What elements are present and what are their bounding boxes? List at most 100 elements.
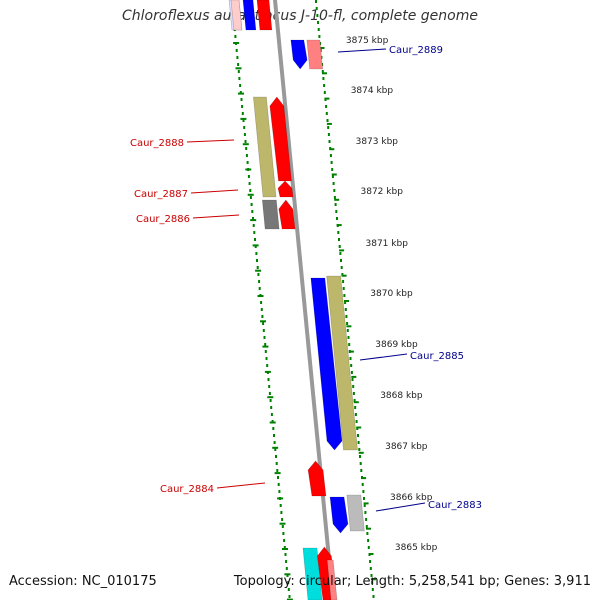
gene-label: Caur_2884 [160, 484, 214, 495]
inner-ruler-dot [275, 455, 277, 458]
caur-2889-partner [306, 39, 324, 70]
scale-label: 3869 kbp [375, 340, 418, 350]
gene-labels: Caur_2889 Caur_2888 Caur_2887 Caur_2886 Caur… [130, 45, 482, 512]
inner-ruler-dot [253, 231, 256, 234]
outer-ruler-dot [329, 154, 332, 157]
outer-ruler-dot [338, 238, 340, 241]
outer-tick [363, 502, 369, 505]
inner-ruler-dot [281, 525, 284, 528]
inner-ruler-dot [260, 301, 263, 304]
inner-ruler-dot [286, 574, 289, 577]
inner-tick [252, 244, 259, 247]
outer-tick [322, 72, 327, 75]
outer-ruler-dot [345, 315, 348, 318]
outer-ruler-dot [372, 595, 375, 598]
scale-label: 3874 kbp [351, 86, 394, 96]
outer-tick [336, 224, 342, 227]
outer-ruler-dot [334, 203, 337, 206]
caur-2888-khaki [253, 96, 277, 198]
inner-ruler-dot [284, 553, 287, 556]
caur-2884-feature [307, 460, 327, 497]
gene-label: Caur_2883 [428, 500, 482, 511]
outer-ruler-dot [346, 322, 349, 325]
inner-ruler-dot [268, 385, 271, 388]
outer-tick [331, 173, 337, 176]
outer-ruler-dot [355, 420, 358, 423]
gene-leader-line [192, 214, 240, 219]
outer-ruler-dot [323, 84, 326, 87]
outer-tick [358, 451, 364, 454]
outer-tick [324, 97, 330, 100]
accession-text: Accession: NC_010175 [9, 574, 157, 589]
outer-ruler-dot [328, 140, 331, 143]
gene-leader-line [359, 353, 408, 361]
caur-2885-khaki [326, 275, 358, 451]
outer-ruler-dot [325, 112, 328, 115]
outer-ruler-dot [348, 343, 351, 346]
backbone [273, 0, 335, 600]
inner-ruler-dot [258, 287, 261, 290]
outer-ruler-dot [326, 119, 329, 122]
inner-ruler-dot [248, 182, 251, 185]
inner-tick [260, 320, 266, 323]
inner-ruler-dot [245, 147, 248, 150]
outer-ruler-dot [359, 462, 362, 465]
inner-ruler-dot [250, 203, 253, 206]
outer-tick [370, 578, 376, 581]
inner-ruler-dot [287, 581, 290, 584]
inner-ruler-dot [251, 210, 254, 213]
inner-ruler-dot [263, 336, 266, 339]
outer-ruler-dot [364, 511, 367, 514]
inner-ruler-dot [238, 77, 241, 80]
outer-ruler-dot [350, 371, 353, 374]
scale-label: 3870 kbp [370, 289, 413, 299]
inner-ruler-dot [283, 546, 286, 549]
forward-cds-top [256, 0, 273, 31]
scale-labels: 3875 kbp 3874 kbp 3873 kbp 3872 kbp 3871 kbp… [346, 36, 438, 553]
inner-ruler-dot [274, 448, 277, 451]
caur-2883-partner [346, 494, 365, 532]
outer-ruler-dot [341, 273, 344, 276]
inner-tick [238, 92, 244, 95]
inner-tick [250, 219, 257, 222]
outer-ruler-dot [350, 364, 353, 367]
inner-tick [235, 67, 242, 70]
outer-ruler-dot [349, 357, 352, 360]
caur-2887-feature [277, 180, 294, 198]
inner-tick [242, 143, 249, 146]
inner-ruler-dot [260, 308, 263, 311]
inner-ruler-dot [267, 378, 270, 381]
outer-ruler-dot [340, 259, 342, 262]
outer-ruler-dot [370, 574, 373, 577]
scale-label: 3865 kbp [395, 543, 438, 553]
outer-ruler-dot [369, 560, 372, 563]
inner-tick [247, 193, 254, 196]
inner-ruler-dot [277, 476, 279, 479]
outer-ruler-dot [365, 525, 368, 528]
inner-ruler-dot [279, 504, 282, 507]
scale-label: 3873 kbp [356, 137, 399, 147]
outer-tick [356, 426, 362, 429]
inner-ruler-dot [288, 595, 291, 598]
outer-ruler-dot [354, 406, 357, 409]
inner-ruler-dot [235, 49, 238, 52]
outer-ruler-dot [351, 378, 354, 381]
inner-ruler-dot [234, 35, 237, 38]
inner-ruler-dot [241, 105, 244, 108]
gene-label: Caur_2887 [134, 189, 188, 200]
inner-ruler-dot [272, 427, 275, 430]
inner-ruler-dot [256, 266, 259, 269]
inner-ruler-dot [254, 238, 256, 241]
inner-ruler-dot [257, 273, 260, 276]
inner-tick [284, 573, 291, 576]
outer-ruler-dot [332, 182, 335, 185]
features [228, 0, 365, 600]
scale-label: 3866 kbp [390, 493, 433, 503]
outer-ruler-dot [363, 497, 365, 500]
outer-ruler-dot [363, 504, 366, 507]
inner-ruler-dot [285, 567, 288, 570]
outer-ruler-dot [352, 385, 355, 388]
outer-ruler-dot [338, 245, 341, 248]
outer-ruler-dot [344, 301, 347, 304]
outer-ruler-dot [331, 175, 334, 178]
